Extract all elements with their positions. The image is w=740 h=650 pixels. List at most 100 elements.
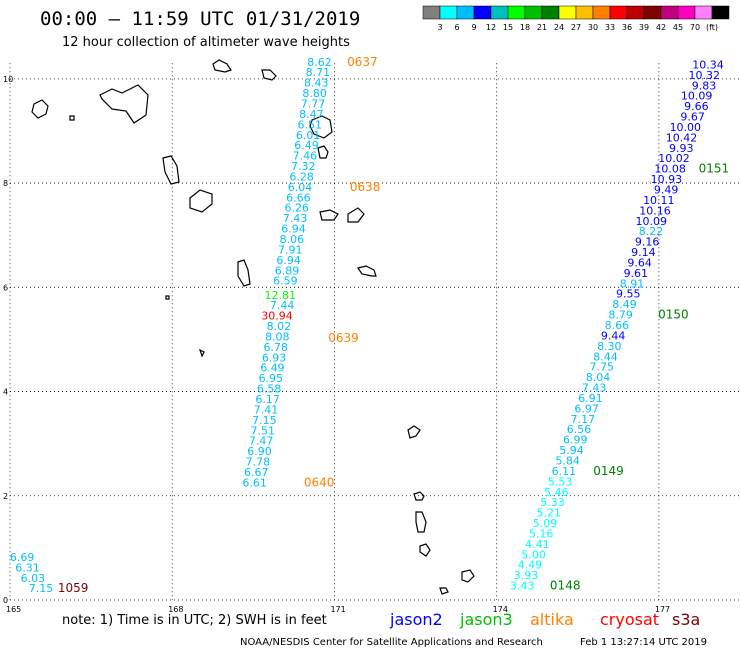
wave-height-label: 5.33 [540,496,565,509]
wave-height-label: 10.02 [658,152,690,165]
satellite-name: jason2 [389,610,443,629]
colorbar-swatch [422,5,441,20]
wave-height-label: 9.49 [654,184,679,197]
colorbar-label: 36 [622,23,632,32]
pass-time-label: 0149 [593,464,624,478]
colorbar-swatch [524,5,543,20]
wave-height-label: 8.49 [612,298,637,311]
pass-time-labels: 0637 0638 0639 0640 0151 0150 0149 0148 1059 [58,55,729,595]
wave-height-label: 6.51 [298,118,323,131]
wave-height-label: 8.06 [280,233,305,246]
grid-lines [9,63,740,601]
wave-height-label: 4.41 [525,538,550,551]
colorbar-label: 30 [588,23,598,32]
wave-height-label: 8.04 [586,371,611,384]
wave-height-label: 10.16 [639,204,671,217]
island-shape [415,511,427,533]
wave-height-label: 6.11 [552,465,577,478]
satellite-name: altika [530,610,574,629]
colorbar-swatch [558,5,577,20]
colorbar-label: 45 [673,23,683,32]
wave-height-label: 9.83 [692,79,717,92]
pass-time-label: 0638 [350,180,381,194]
wave-height-label: 10.93 [651,173,683,186]
colorbar-swatch [456,5,475,20]
wave-height-label: 7.41 [254,403,279,416]
satellite-name: jason3 [459,610,513,629]
colorbar-swatch [643,5,662,20]
colorbar-label: 39 [639,23,649,32]
wave-height-label: 9.93 [669,142,694,155]
wave-height-label: 6.90 [247,445,272,458]
island-shape [319,209,339,221]
wave-height-label: 7.43 [283,212,308,225]
wave-height-label: 6.17 [255,393,280,406]
wave-height-label: 8.43 [304,77,329,90]
island-shape [419,543,431,557]
wave-height-label: 9.16 [635,236,660,249]
wave-height-label: 7.46 [293,150,318,163]
satellite-name: cryosat [600,610,659,629]
wave-height-label: 8.02 [267,320,292,333]
wave-height-label: 7.77 [301,98,326,111]
colorbar-label: (ft) [706,23,718,32]
colorbar-swatch [660,5,679,20]
wave-height-label: 5.09 [533,517,558,530]
island-shape [31,99,49,119]
wave-height-label: 6.49 [294,139,319,152]
footer-note: note: 1) Time is in UTC; 2) SWH is in fe… [62,613,327,628]
wave-height-label: 6.58 [257,383,282,396]
colorbar-swatch [541,5,560,20]
island-shape [317,145,329,159]
wave-height-label: 6.99 [563,434,588,447]
footer-timestamp: Feb 1 13:27:14 UTC 2019 [580,637,707,648]
island-outlines [31,59,475,595]
wave-height-label: 6.93 [262,351,287,364]
wave-height-label: 10.00 [670,121,702,134]
colorbar-swatch [507,5,526,20]
x-tick-label: 177 [655,605,670,614]
wave-height-label: 8.62 [307,56,332,69]
colorbar-label: 42 [656,23,666,32]
wave-height-label: 5.84 [555,455,580,468]
island-shape [189,189,213,213]
wave-height-label: 6.94 [281,223,306,236]
pass-time-label: 0637 [347,55,378,69]
wave-height-label: 7.47 [249,435,274,448]
wave-height-label: 5.00 [521,548,546,561]
wave-height-label: 10.32 [688,69,720,82]
wave-height-label: 6.59 [273,275,298,288]
wave-height-label: 10.09 [636,215,668,228]
wave-height-label: 10.09 [681,90,713,103]
colorbar-label: 9 [471,23,476,32]
wave-height-label: 6.89 [275,264,300,277]
wave-height-label: 6.94 [276,254,301,267]
wave-height-label: 7.75 [590,361,615,374]
wave-height-label: 9.64 [627,256,652,269]
wave-height-label: 7.91 [278,243,303,256]
footer-credit: NOAA/NESDIS Center for Satellite Applica… [240,637,543,648]
y-tick-label: 8 [3,179,8,188]
colorbar-label: 12 [486,23,496,32]
wave-height-label: 12.81 [265,289,297,302]
pass-time-label: 0150 [658,308,689,322]
pass-time-label: 0148 [550,579,581,593]
island-shape [261,69,277,81]
page-title: 00:00 – 11:59 UTC 01/31/2019 [40,8,360,30]
satellite-legend: jason2 jason3 altika cryosat s3a [389,610,700,629]
y-tick-label: 6 [3,283,8,292]
wave-height-label: 6.78 [263,341,288,354]
colorbar-label: 18 [520,23,530,32]
colorbar-swatch [677,5,696,20]
pass-time-label: 0640 [304,475,335,489]
y-tick-label: 0 [3,596,8,605]
wave-height-label: 10.42 [666,131,698,144]
y-tick-label: 2 [3,492,8,501]
wave-height-label: 7.15 [252,414,277,427]
wave-height-label: 8.66 [605,319,630,332]
colorbar-swatch [694,5,713,20]
axis-ticks: 165 168 171 174 177 0 2 4 6 8 10 [3,75,670,614]
wave-height-label: 8.91 [620,277,645,290]
wave-height-label: 5.21 [537,507,562,520]
